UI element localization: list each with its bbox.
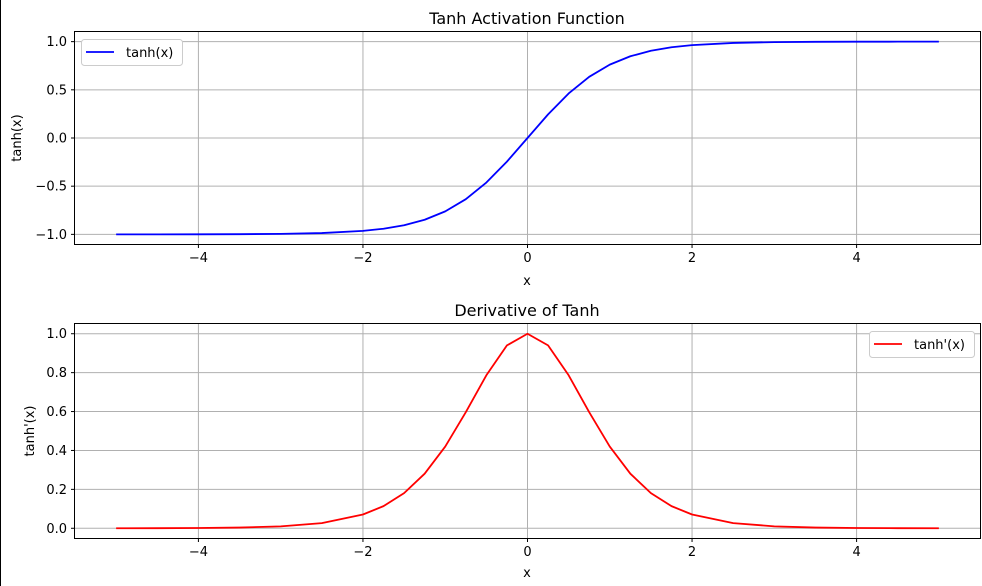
y-tick-label: 0.8 bbox=[46, 366, 67, 381]
y-ticks: −1.0 −0.5 0.0 0.5 1.0 bbox=[35, 35, 75, 243]
grid-lines bbox=[75, 324, 980, 538]
chart-title: Derivative of Tanh bbox=[454, 301, 599, 320]
x-axis-label: x bbox=[523, 566, 531, 581]
y-tick-label: −0.5 bbox=[35, 180, 67, 195]
y-tick-label: 0.6 bbox=[46, 405, 67, 420]
legend: tanh(x) bbox=[81, 39, 183, 66]
legend-box bbox=[81, 39, 183, 66]
x-axis-label: x bbox=[523, 274, 531, 289]
y-tick-label: 0.4 bbox=[46, 444, 67, 459]
legend: tanh'(x) bbox=[869, 331, 975, 358]
legend-label-tanh-derivative: tanh'(x) bbox=[914, 338, 965, 353]
y-tick-label: 1.0 bbox=[46, 35, 67, 50]
x-tick-label: 2 bbox=[688, 545, 696, 560]
x-tick-label: 4 bbox=[852, 545, 860, 560]
x-tick-label: 2 bbox=[688, 251, 696, 266]
window-left-border bbox=[0, 0, 1, 586]
x-ticks: −4 −2 0 2 4 bbox=[189, 244, 861, 266]
x-tick-label: −4 bbox=[189, 251, 208, 266]
y-axis-label: tanh'(x) bbox=[23, 406, 38, 457]
x-tick-label: −2 bbox=[353, 251, 372, 266]
tanh-derivative-chart: Derivative of Tanh −4 −2 0 2 4 0.00.20.40.60… bbox=[23, 301, 981, 581]
x-tick-label: −2 bbox=[353, 545, 372, 560]
y-axis-label: tanh(x) bbox=[10, 114, 25, 161]
series-line bbox=[116, 40, 939, 236]
x-tick-label: −4 bbox=[189, 545, 208, 560]
series-line bbox=[116, 332, 939, 530]
y-tick-label: 1.0 bbox=[46, 327, 67, 342]
y-ticks: 0.0 0.2 0.4 0.6 0.8 1.0 bbox=[46, 327, 75, 537]
y-tick-label: −1.0 bbox=[35, 228, 67, 243]
y-tick-label: 0.5 bbox=[46, 83, 67, 98]
legend-box bbox=[869, 331, 975, 358]
y-tick-label: 0.0 bbox=[46, 522, 67, 537]
chart-title: Tanh Activation Function bbox=[428, 9, 625, 28]
y-tick-label: 0.2 bbox=[46, 483, 67, 498]
series-lines bbox=[116, 332, 939, 530]
series-lines bbox=[116, 40, 939, 236]
y-tick-label: 0.0 bbox=[46, 132, 67, 147]
x-tick-label: 4 bbox=[852, 251, 860, 266]
x-tick-label: 0 bbox=[523, 545, 531, 560]
x-tick-label: 0 bbox=[523, 251, 531, 266]
tanh-chart: Tanh Activation Function −4 −2 0 2 4 −1.0 −0.… bbox=[10, 9, 981, 289]
x-ticks: −4 −2 0 2 4 bbox=[189, 538, 861, 560]
legend-label-tanh: tanh(x) bbox=[126, 46, 173, 61]
